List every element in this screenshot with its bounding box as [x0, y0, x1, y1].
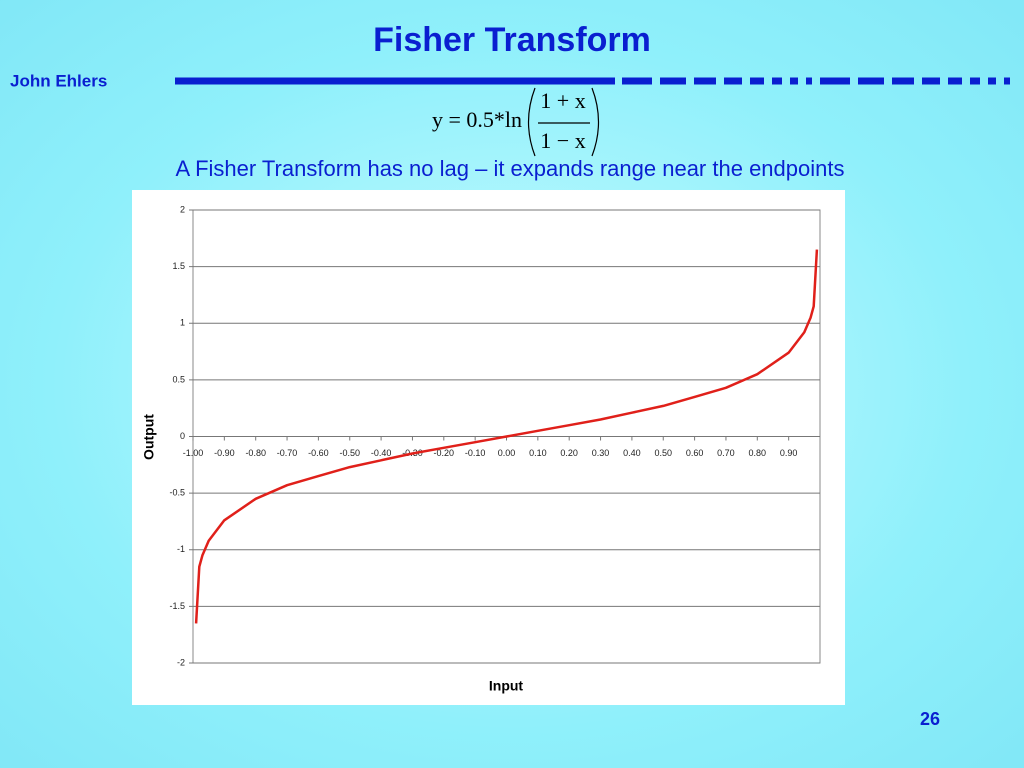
formula-numerator: 1 + x — [540, 88, 585, 113]
y-tick-label: -1.5 — [169, 601, 185, 611]
y-tick-label: 1 — [180, 318, 185, 328]
x-tick-label: 0.40 — [623, 448, 641, 458]
formula: y = 0.5*ln 1 + x 1 − x — [432, 87, 600, 157]
formula-denominator: 1 − x — [540, 128, 585, 153]
y-tick-label: 1.5 — [172, 261, 185, 271]
y-tick-label: 0 — [180, 431, 185, 441]
x-tick-label: 0.10 — [529, 448, 547, 458]
x-tick-label: -0.10 — [465, 448, 486, 458]
formula-lhs: y = 0.5*ln — [432, 107, 522, 132]
x-tick-label: 0.30 — [592, 448, 610, 458]
x-tick-label: 0.60 — [686, 448, 704, 458]
y-tick-label: 2 — [180, 204, 185, 214]
x-axis-title: Input — [489, 678, 524, 694]
x-tick-label: 0.70 — [717, 448, 735, 458]
x-tick-label: -0.60 — [308, 448, 329, 458]
x-tick-label: 0.80 — [749, 448, 767, 458]
y-tick-label: -2 — [177, 657, 185, 667]
x-tick-label: 0.50 — [654, 448, 672, 458]
chart-area — [132, 190, 845, 705]
x-tick-label: -0.20 — [434, 448, 455, 458]
x-tick-label: -0.90 — [214, 448, 235, 458]
x-tick-label: 0.20 — [560, 448, 578, 458]
paren — [527, 87, 536, 157]
x-tick-label: 0.90 — [780, 448, 798, 458]
subtitle: A Fisher Transform has no lag – it expan… — [176, 156, 845, 181]
author: John Ehlers — [10, 71, 107, 90]
data-line — [194, 249, 819, 624]
paren — [591, 87, 600, 157]
slide-title: Fisher Transform — [373, 21, 651, 59]
x-tick-label: -1.00 — [183, 448, 204, 458]
x-tick-label: -0.40 — [371, 448, 392, 458]
x-tick-label: -0.70 — [277, 448, 298, 458]
x-tick-label: -0.80 — [245, 448, 266, 458]
x-tick-label: -0.50 — [339, 448, 360, 458]
x-tick-label: 0.00 — [498, 448, 516, 458]
page-number: 26 — [920, 709, 940, 729]
y-axis-title: Output — [141, 414, 157, 460]
y-tick-label: 0.5 — [172, 374, 185, 384]
y-tick-label: -1 — [177, 544, 185, 554]
y-tick-label: -0.5 — [169, 488, 185, 498]
